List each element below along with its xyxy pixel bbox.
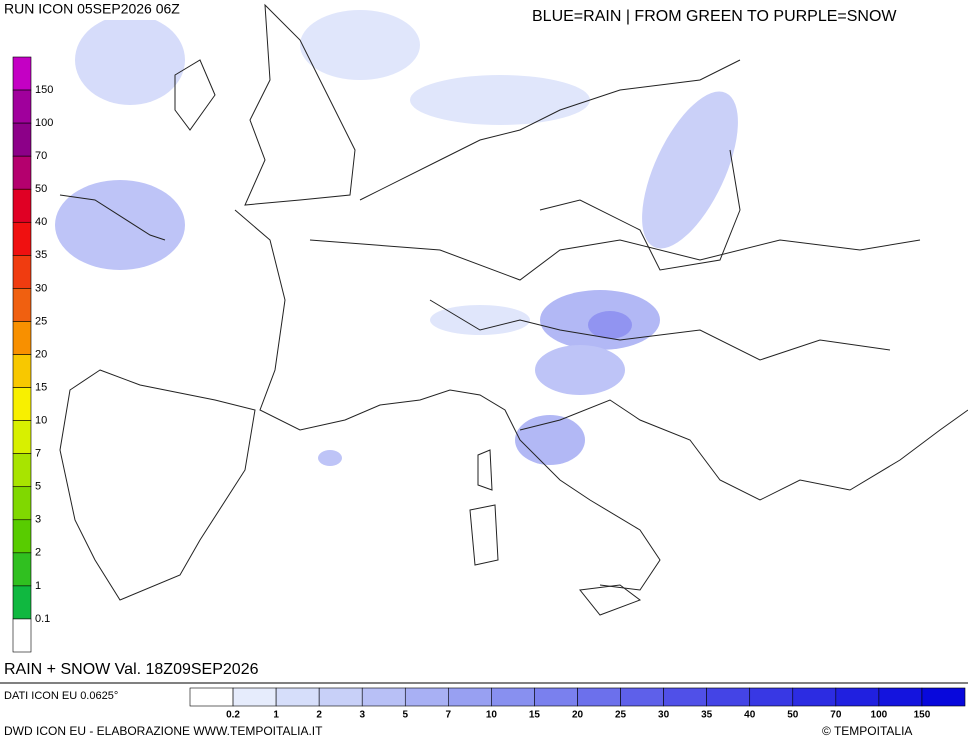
snow-label: 20 <box>35 348 47 360</box>
rain-swatch <box>534 687 578 707</box>
snow-swatch <box>12 255 32 289</box>
rain-label: 40 <box>744 710 756 721</box>
snow-swatch <box>12 453 32 488</box>
copyright: © TEMPOITALIA <box>822 724 912 738</box>
rain-swatch <box>792 687 837 707</box>
snow-swatch <box>12 321 32 355</box>
snow-label: 2 <box>35 547 41 559</box>
rain-label: 70 <box>830 710 842 721</box>
rain-swatch <box>921 687 966 707</box>
rain-swatch <box>275 687 320 707</box>
map-label-bg <box>0 658 320 682</box>
rain-label: 30 <box>658 710 670 721</box>
credit: DWD ICON EU - ELABORAZIONE WWW.TEMPOITAL… <box>4 724 323 738</box>
rain-label: 3 <box>359 710 365 721</box>
rain-swatch <box>878 687 923 707</box>
snow-label: 0.1 <box>35 613 50 625</box>
snow-swatch <box>12 354 32 388</box>
snow-label: 1 <box>35 580 41 592</box>
map-label: RAIN + SNOW Val. 18Z09SEP2026 <box>4 661 259 678</box>
rain-swatch <box>577 687 621 707</box>
snow-swatch <box>12 89 32 124</box>
rain-swatch <box>448 687 492 707</box>
snow-label: 150 <box>35 84 53 96</box>
snow-swatch <box>12 188 32 223</box>
rain-label: 50 <box>787 710 799 721</box>
snow-swatch <box>12 387 32 421</box>
rain-label: 0.2 <box>226 710 240 721</box>
rain-swatch <box>663 687 707 707</box>
rain-swatch <box>318 687 363 707</box>
rain-label: 1 <box>273 710 279 721</box>
snow-label: 35 <box>35 249 47 261</box>
snow-swatch <box>12 420 32 454</box>
snow-label: 70 <box>35 150 47 162</box>
legend-note: BLUE=RAIN | FROM GREEN TO PURPLE=SNOW <box>532 8 897 25</box>
snow-swatch <box>12 585 32 620</box>
snow-label: 100 <box>35 117 53 129</box>
coastlines-borders <box>59 3 968 616</box>
rain-label: 10 <box>486 710 498 721</box>
rain-swatch <box>706 687 751 707</box>
snow-label: 5 <box>35 481 41 493</box>
snow-label: 3 <box>35 514 41 526</box>
snow-label: 10 <box>35 415 47 427</box>
snow-label: 30 <box>35 282 47 294</box>
rain-swatch <box>404 687 449 707</box>
rain-color-scale: 0.2 1 2 3 5 7 10 15 20 25 30 35 40 50 70 100 150 <box>189 687 966 721</box>
rain-swatch <box>232 687 277 707</box>
snow-label: 50 <box>35 183 47 195</box>
rain-swatch <box>835 687 880 707</box>
snow-swatch <box>12 221 32 256</box>
rain-swatch <box>749 687 794 707</box>
snow-swatch <box>12 486 32 521</box>
snow-swatch <box>12 56 32 91</box>
run-label: RUN ICON 05SEP2026 06Z <box>4 1 180 17</box>
snow-swatch <box>12 288 32 322</box>
rain-label: 7 <box>446 710 452 721</box>
rain-label: 25 <box>615 710 627 721</box>
rain-label: 20 <box>572 710 584 721</box>
snow-swatch <box>12 618 32 653</box>
rain-label: 150 <box>914 710 931 721</box>
snow-label: 15 <box>35 381 47 393</box>
rain-swatch <box>491 687 535 707</box>
rain-label: 15 <box>529 710 541 721</box>
run-label-bg <box>0 0 230 20</box>
snow-label: 25 <box>35 315 47 327</box>
rain-swatch <box>620 687 664 707</box>
data-source: DATI ICON EU 0.0625° <box>4 690 118 702</box>
precipitation-field <box>55 10 738 466</box>
rain-swatch <box>189 687 234 707</box>
legend-note-bg <box>528 4 968 30</box>
snow-swatch <box>12 552 32 587</box>
rain-swatch <box>361 687 406 707</box>
snow-label: 40 <box>35 216 47 228</box>
rain-label: 35 <box>701 710 713 721</box>
rain-label: 2 <box>316 710 322 721</box>
snow-color-scale: 150 100 70 50 40 35 30 25 20 15 10 7 5 3 2 1 0.1 <box>12 56 53 653</box>
snow-swatch <box>12 155 32 190</box>
snow-swatch <box>12 519 32 554</box>
rain-label: 5 <box>402 710 408 721</box>
rain-label: 100 <box>871 710 888 721</box>
snow-swatch <box>12 122 32 157</box>
snow-label: 7 <box>35 448 41 460</box>
